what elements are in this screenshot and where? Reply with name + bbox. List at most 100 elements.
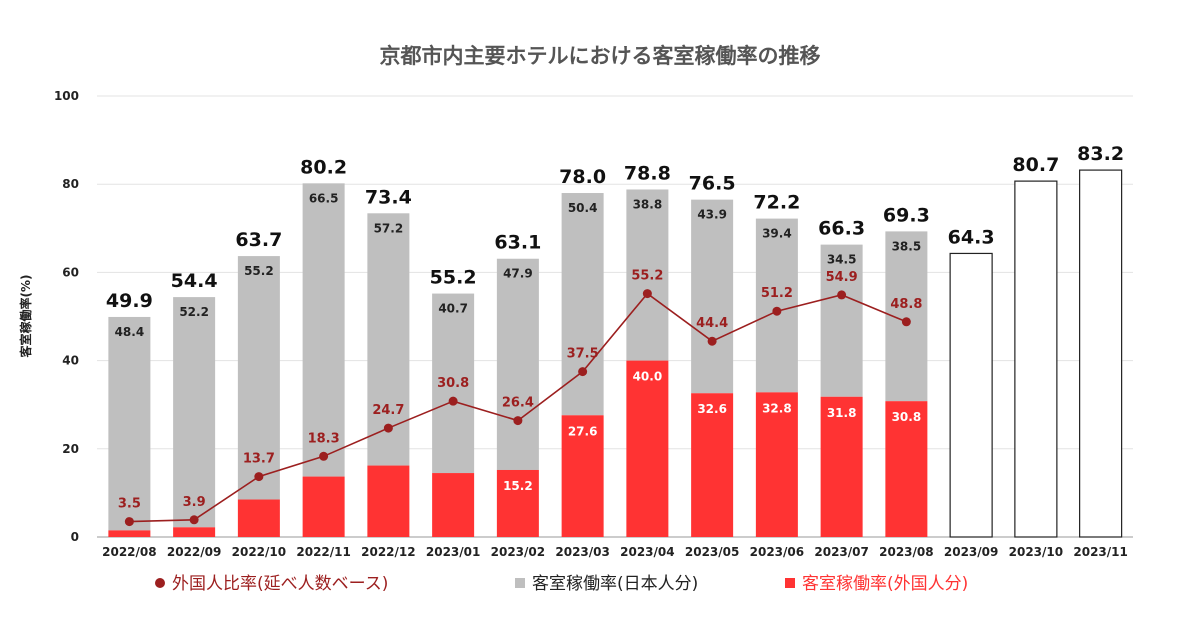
bar-total-label: 49.9 bbox=[106, 290, 153, 312]
bar-foreign bbox=[173, 527, 216, 537]
bar-foreign-label: 27.6 bbox=[568, 424, 598, 438]
y-axis-label: 客室稼働率(%) bbox=[18, 275, 33, 359]
bar-foreign bbox=[885, 401, 928, 537]
bar-total-label: 64.3 bbox=[948, 226, 995, 248]
ratio-label: 26.4 bbox=[502, 396, 534, 411]
bar-foreign bbox=[496, 469, 539, 537]
bar-total-label: 80.7 bbox=[1012, 154, 1059, 176]
bar-japanese bbox=[302, 183, 345, 477]
bar-total-label: 76.5 bbox=[689, 173, 736, 195]
ratio-label: 3.5 bbox=[118, 497, 141, 512]
ratio-point bbox=[578, 367, 588, 377]
bar-japanese-label: 43.9 bbox=[697, 208, 727, 222]
ratio-label: 48.8 bbox=[890, 297, 922, 312]
y-tick-label: 80 bbox=[62, 177, 79, 191]
bar-total-label: 83.2 bbox=[1077, 143, 1124, 165]
y-tick-label: 0 bbox=[71, 530, 79, 544]
bar-total-forecast bbox=[1079, 169, 1123, 538]
bar-total-label: 80.2 bbox=[300, 156, 347, 178]
x-tick-label: 2023/11 bbox=[1073, 545, 1127, 559]
bar-japanese-label: 39.4 bbox=[762, 227, 792, 241]
x-tick-label: 2023/04 bbox=[620, 545, 674, 559]
bar-total-label: 69.3 bbox=[883, 204, 930, 226]
bar-total-label: 54.4 bbox=[171, 270, 218, 292]
ratio-line: 3.5 3.9 13.7 18.3 24.7 30.8 26.4 37.5 55.2 44.4 51… bbox=[118, 269, 922, 527]
x-tick-label: 2023/05 bbox=[685, 545, 739, 559]
ratio-label: 3.9 bbox=[183, 495, 206, 510]
ratio-point bbox=[901, 317, 911, 327]
legend-label: 客室稼働率(外国人分) bbox=[802, 574, 968, 594]
bar-japanese-label: 38.8 bbox=[633, 197, 663, 211]
legend-marker-circle bbox=[155, 578, 165, 588]
bar-total-label: 72.2 bbox=[753, 192, 800, 214]
bar-foreign-label: 31.8 bbox=[827, 406, 857, 420]
bar-foreign bbox=[367, 465, 410, 537]
bar-total-forecast bbox=[1014, 180, 1058, 538]
bar-total-label: 66.3 bbox=[818, 218, 865, 240]
ratio-point bbox=[772, 306, 782, 316]
ratio-point bbox=[642, 289, 652, 299]
y-tick-label: 100 bbox=[54, 89, 79, 103]
ratio-point bbox=[707, 336, 717, 346]
x-tick-label: 2022/10 bbox=[232, 545, 286, 559]
x-tick-label: 2023/09 bbox=[944, 545, 998, 559]
bar-japanese bbox=[496, 258, 539, 470]
bar-japanese bbox=[626, 189, 669, 361]
bar-japanese bbox=[173, 297, 216, 528]
x-axis-ticks: 2022/08 2022/09 2022/10 2022/11 2022/12 2023/… bbox=[102, 545, 1128, 559]
legend-label: 客室稼働率(日本人分) bbox=[532, 574, 698, 594]
y-tick-label: 20 bbox=[62, 442, 79, 456]
bar-total-label: 63.1 bbox=[494, 232, 541, 254]
x-tick-label: 2022/12 bbox=[361, 545, 415, 559]
bar-foreign-label: 40.0 bbox=[633, 370, 663, 384]
bar-japanese-label: 40.7 bbox=[438, 302, 468, 316]
ratio-point bbox=[319, 451, 329, 461]
x-tick-label: 2022/11 bbox=[296, 545, 350, 559]
x-tick-label: 2022/09 bbox=[167, 545, 221, 559]
x-tick-label: 2023/02 bbox=[491, 545, 545, 559]
ratio-label: 51.2 bbox=[761, 286, 793, 301]
ratio-label: 24.7 bbox=[372, 403, 404, 418]
bar-japanese-label: 47.9 bbox=[503, 267, 533, 281]
x-tick-label: 2023/06 bbox=[750, 545, 804, 559]
bar-foreign bbox=[237, 499, 280, 537]
bar-foreign bbox=[108, 530, 151, 537]
bar-japanese-label: 52.2 bbox=[179, 305, 209, 319]
bar-japanese-label: 34.5 bbox=[827, 253, 857, 267]
bar-foreign-label: 30.8 bbox=[892, 410, 922, 424]
legend-marker-square bbox=[515, 578, 525, 588]
bar-japanese-label: 38.5 bbox=[892, 239, 922, 253]
bar-foreign-label: 32.8 bbox=[762, 401, 792, 415]
bar-foreign bbox=[302, 476, 345, 537]
bar-japanese bbox=[108, 316, 151, 531]
legend-marker-square bbox=[785, 578, 795, 588]
ratio-label: 37.5 bbox=[567, 347, 599, 362]
legend: 外国人比率(延べ人数ベース) 客室稼働率(日本人分) 客室稼働率(外国人分) bbox=[155, 574, 968, 594]
ratio-label: 44.4 bbox=[696, 316, 728, 331]
x-tick-label: 2023/08 bbox=[879, 545, 933, 559]
bar-total-forecast bbox=[949, 252, 993, 538]
x-tick-label: 2023/07 bbox=[814, 545, 868, 559]
bar-foreign bbox=[755, 392, 798, 537]
bar-foreign bbox=[820, 396, 863, 537]
bar-foreign bbox=[561, 415, 604, 537]
bar-total-label: 73.4 bbox=[365, 186, 412, 208]
bar-total-label: 63.7 bbox=[235, 229, 282, 251]
bar-japanese bbox=[755, 218, 798, 393]
bar-japanese bbox=[237, 256, 280, 500]
bar-japanese bbox=[820, 244, 863, 397]
x-tick-label: 2022/08 bbox=[102, 545, 156, 559]
y-tick-label: 60 bbox=[62, 265, 79, 279]
bar-japanese bbox=[691, 199, 734, 394]
bar-foreign bbox=[432, 473, 475, 537]
ratio-label: 13.7 bbox=[243, 452, 275, 467]
bar-total-label: 78.0 bbox=[559, 166, 606, 188]
bar-total-label: 78.8 bbox=[624, 162, 671, 184]
ratio-point bbox=[254, 472, 264, 482]
ratio-point bbox=[189, 515, 199, 525]
bar-japanese-label: 50.4 bbox=[568, 201, 598, 215]
bar-japanese bbox=[432, 293, 475, 474]
bar-total-label: 55.2 bbox=[430, 267, 477, 289]
ratio-point bbox=[124, 517, 134, 527]
